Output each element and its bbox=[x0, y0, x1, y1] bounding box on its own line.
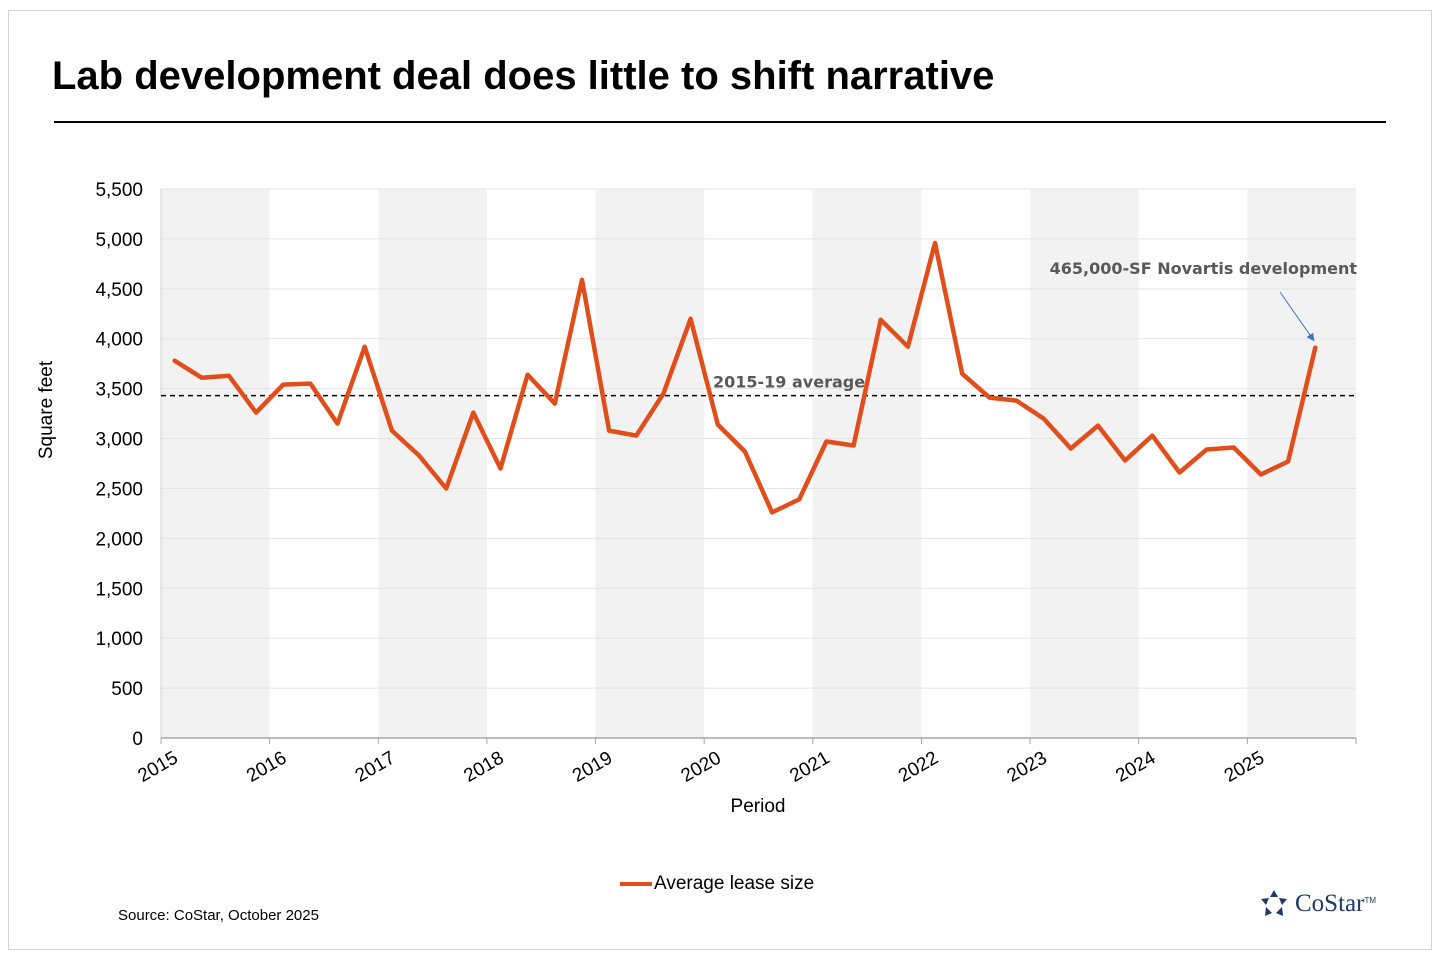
year-band bbox=[595, 189, 705, 738]
y-tick-label: 1,500 bbox=[95, 579, 143, 600]
y-tick-label: 4,500 bbox=[95, 280, 143, 301]
x-tick-label: 2024 bbox=[1112, 747, 1159, 787]
x-tick-label: 2016 bbox=[243, 748, 290, 787]
legend-swatch bbox=[620, 882, 652, 886]
x-tick-label: 2025 bbox=[1221, 748, 1268, 787]
year-band bbox=[161, 189, 270, 738]
legend: Average lease size bbox=[620, 873, 814, 895]
chart-title: Lab development deal does little to shif… bbox=[52, 54, 995, 98]
x-tick-label: 2021 bbox=[786, 748, 833, 787]
x-tick-label: 2017 bbox=[352, 748, 399, 787]
y-tick-label: 0 bbox=[132, 729, 143, 750]
x-tick-label: 2020 bbox=[678, 748, 725, 787]
year-band bbox=[1247, 189, 1356, 738]
brand-tm: TM bbox=[1364, 896, 1377, 905]
average-reference-label: 2015-19 average bbox=[713, 373, 865, 392]
y-tick-label: 1,000 bbox=[95, 629, 143, 650]
brand-name: CoStar bbox=[1295, 890, 1365, 917]
y-tick-label: 2,500 bbox=[95, 479, 143, 500]
year-band bbox=[1030, 189, 1139, 738]
year-band bbox=[378, 189, 487, 738]
chart-frame bbox=[8, 10, 1432, 950]
y-axis-label: Square feet bbox=[36, 360, 57, 459]
y-tick-label: 500 bbox=[111, 679, 143, 700]
x-axis-label: Period bbox=[731, 796, 786, 817]
series-line-average-lease-size bbox=[172, 240, 1318, 515]
y-tick-label: 4,000 bbox=[95, 330, 143, 351]
x-tick-label: 2015 bbox=[135, 748, 182, 787]
source-note: Source: CoStar, October 2025 bbox=[118, 907, 319, 924]
x-tick-label: 2018 bbox=[460, 748, 507, 787]
y-tick-label: 5,500 bbox=[95, 180, 143, 201]
x-tick-label: 2022 bbox=[895, 748, 942, 787]
annotation-arrow bbox=[1279, 291, 1315, 342]
y-tick-label: 5,000 bbox=[95, 230, 143, 251]
y-tick-label: 2,000 bbox=[95, 529, 143, 550]
costar-star-icon bbox=[1261, 890, 1287, 916]
x-tick-label: 2023 bbox=[1004, 748, 1051, 787]
y-tick-label: 3,500 bbox=[95, 380, 143, 401]
novartis-annotation: 465,000-SF Novartis development bbox=[1050, 259, 1358, 278]
title-divider bbox=[54, 121, 1386, 123]
x-tick-label: 2019 bbox=[569, 748, 616, 787]
costar-logo: CoStar TM bbox=[1258, 888, 1376, 920]
year-band bbox=[812, 189, 922, 738]
legend-label: Average lease size bbox=[654, 873, 815, 894]
y-tick-label: 3,000 bbox=[95, 430, 143, 451]
